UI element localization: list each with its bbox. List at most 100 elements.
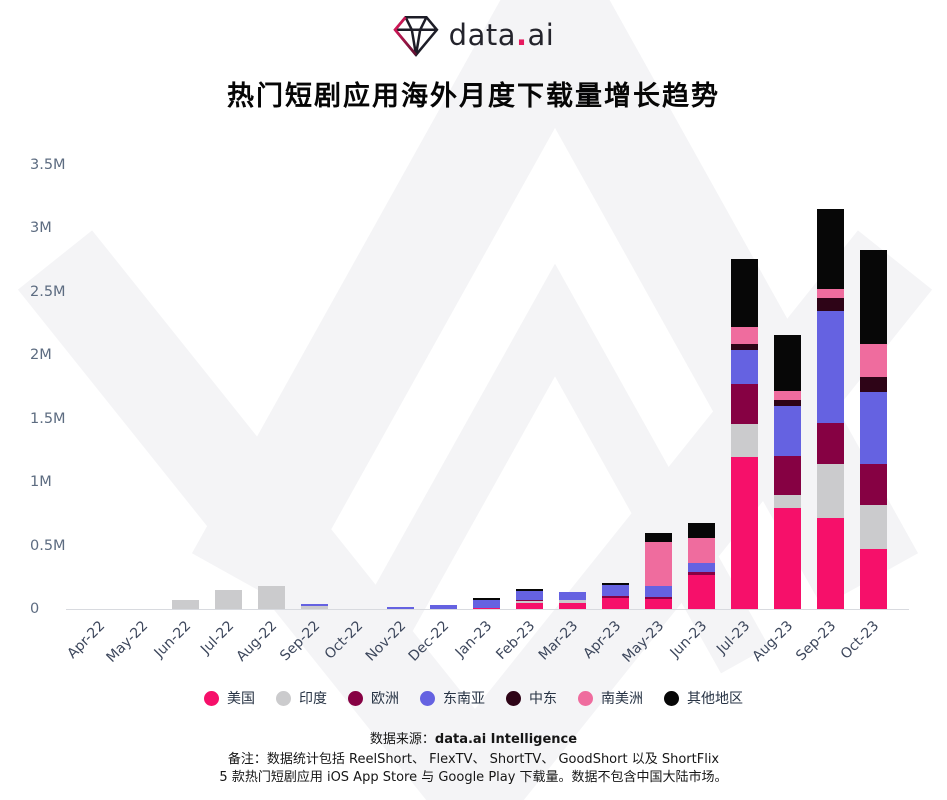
legend-label: 东南亚 (443, 691, 485, 707)
bar-segment-series-4 (730, 343, 758, 351)
diamond-logo-icon (392, 15, 439, 57)
bar-segment-series-6 (816, 209, 844, 290)
x-axis-line (66, 609, 909, 610)
bar-segment-series-3 (687, 563, 715, 573)
bar-segment-series-2 (601, 596, 629, 598)
bar-segment-series-6 (859, 250, 887, 344)
bar-segment-series-5 (859, 343, 887, 377)
bar-segment-series-5 (687, 537, 715, 564)
legend-swatch-icon (664, 690, 679, 706)
bar-segment-series-1 (773, 494, 801, 508)
legend-item-0: 美国 (204, 688, 255, 708)
y-axis-label: 1.5M (30, 410, 66, 427)
footer-note-2: 5 款热门短剧应用 iOS App Store 与 Google Play 下载… (219, 770, 728, 785)
bar-segment-series-6 (472, 598, 500, 601)
legend-swatch-icon (276, 690, 291, 706)
legend-swatch-icon (420, 690, 435, 706)
bar-segment-series-5 (816, 289, 844, 299)
plot-area: Apr-22 May-22 Jun-22 Jul-22 Aug-22 Sep-22 Oct-… (64, 165, 909, 666)
footer-note-1: 备注：数据统计包括 ReelShort、 FlexTV、 ShortTV、 Go… (227, 752, 720, 767)
legend-item-4: 中东 (506, 688, 557, 708)
bar-segment-series-0 (730, 456, 758, 609)
bar-segment-series-1 (558, 599, 586, 604)
bar-segment-series-3 (816, 310, 844, 423)
bar-segment-series-2 (773, 455, 801, 495)
legend-item-5: 南美洲 (578, 688, 643, 708)
legend-swatch-icon (204, 690, 219, 706)
y-axis-label: 2M (30, 347, 52, 364)
legend-swatch-icon (506, 690, 521, 706)
bar-segment-series-0 (816, 517, 844, 609)
legend-label: 南美洲 (601, 691, 643, 707)
logo: data.ai (0, 12, 947, 58)
bar-segment-series-4 (773, 399, 801, 407)
bar-segment-series-2 (515, 600, 543, 602)
bar-segment-series-5 (644, 542, 672, 587)
y-axis-label: 1M (30, 474, 52, 491)
bar-segment-series-1 (300, 606, 328, 609)
y-axis-label: 3.5M (30, 157, 66, 173)
legend-item-3: 东南亚 (420, 688, 485, 708)
bar-segment-series-4 (816, 298, 844, 311)
bar-segment-series-3 (429, 605, 457, 609)
legend-label: 美国 (227, 691, 255, 707)
bar-segment-series-0 (472, 607, 500, 609)
logo-wordmark: data.ai (448, 18, 555, 52)
bar-segment-series-0 (515, 602, 543, 609)
bar-segment-series-3 (644, 586, 672, 597)
bar-segment-series-0 (859, 549, 887, 609)
bar-segment-series-3 (515, 591, 543, 601)
legend-swatch-icon (578, 690, 593, 706)
bar-segment-series-0 (644, 598, 672, 609)
bar-segment-series-3 (601, 584, 629, 597)
bar-segment-series-3 (386, 607, 414, 609)
bar-segment-series-0 (558, 603, 586, 609)
bar-segment-series-5 (773, 390, 801, 400)
y-axis: 0 0.5M 1M 1.5M 2M 2.5M 3M 3.5M (30, 157, 80, 617)
bar-segment-series-1 (171, 600, 199, 609)
y-axis-label: 0 (30, 601, 40, 617)
bar-segment-series-2 (730, 384, 758, 424)
bar-segment-series-1 (816, 464, 844, 518)
bar-segment-series-2 (816, 422, 844, 465)
legend-label: 印度 (299, 691, 327, 707)
bar-segment-series-1 (859, 505, 887, 550)
bar-segment-series-2 (644, 596, 672, 599)
bar-segment-series-5 (730, 327, 758, 344)
bar-segment-series-3 (730, 350, 758, 385)
y-axis-label: 2.5M (30, 283, 66, 300)
bar-segment-series-1 (257, 586, 285, 609)
bar-segment-series-6 (515, 588, 543, 592)
y-axis-label: 3M (30, 220, 52, 237)
bar-segment-series-2 (859, 464, 887, 505)
bar-segment-series-0 (687, 574, 715, 609)
bar-segment-series-3 (472, 600, 500, 608)
legend-label: 欧洲 (371, 691, 399, 707)
bar-segment-series-3 (773, 406, 801, 456)
footer-source-value: data.ai Intelligence (434, 732, 578, 747)
footer-source: 数据来源：data.ai Intelligence (0, 728, 947, 747)
bar-segment-series-3 (859, 392, 887, 465)
bar-segment-series-1 (515, 601, 543, 603)
legend-item-2: 欧洲 (348, 688, 399, 708)
bar-segment-series-1 (730, 423, 758, 457)
bar-segment-series-0 (601, 597, 629, 609)
bar-segment-series-3 (300, 603, 328, 607)
bar-segment-series-6 (773, 335, 801, 391)
y-axis-label: 0.5M (30, 537, 66, 554)
bar-segment-series-3 (558, 591, 586, 600)
footer-source-label: 数据来源： (369, 732, 435, 747)
legend: 美国 印度 欧洲 东南亚 中东 南美洲 其他地区 (0, 688, 947, 708)
bar-segment-series-6 (730, 258, 758, 328)
bar-segment-series-1 (214, 589, 242, 609)
legend-label: 其他地区 (687, 691, 743, 707)
page-title: 热门短剧应用海外月度下载量增长趋势 (227, 81, 720, 112)
legend-swatch-icon (348, 690, 363, 706)
legend-item-1: 印度 (276, 688, 327, 708)
bar-segment-series-2 (687, 572, 715, 575)
bar-segment-series-0 (773, 507, 801, 609)
legend-item-6: 其他地区 (664, 688, 743, 708)
bar-segment-series-6 (601, 582, 629, 585)
legend-label: 中东 (529, 691, 557, 707)
